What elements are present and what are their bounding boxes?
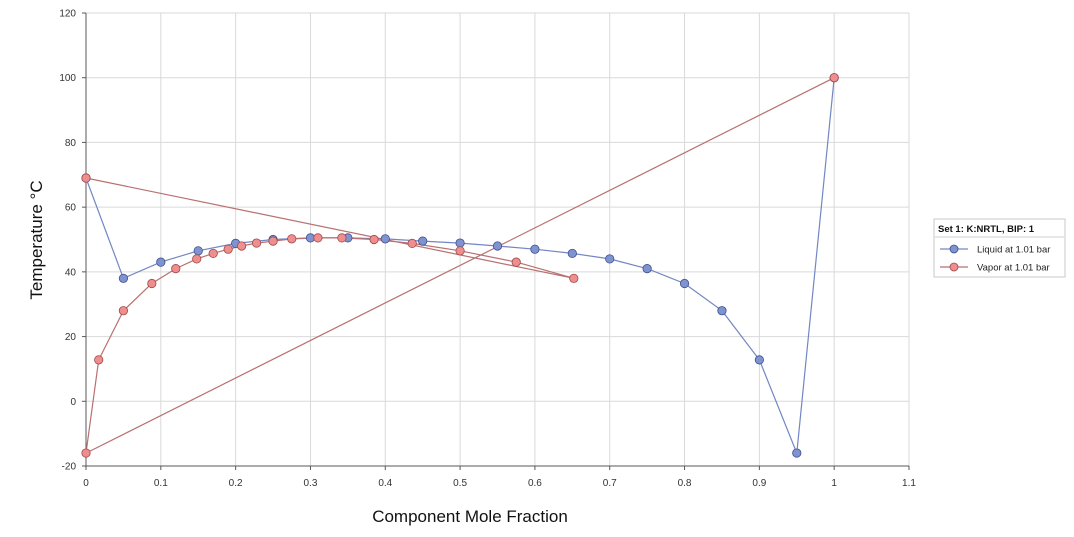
vapor-data-point [287, 234, 297, 244]
vapor-data-point [223, 244, 233, 254]
liquid-data-point [156, 257, 166, 267]
x-tick-label: 0.5 [453, 478, 467, 489]
vapor-data-point [829, 73, 839, 83]
vapor-data-point [208, 248, 218, 259]
x-tick-label: 0.3 [304, 478, 318, 489]
liquid-data-point [418, 236, 428, 246]
axes: 0 0.1 0.2 0.3 0.4 0.5 0.6 0.7 0.8 0.9 1 1.1 -20 0 20 40… [59, 9, 916, 490]
x-tick-label: 0 [83, 478, 89, 489]
vapor-data-point [455, 246, 465, 256]
legend-item-liquid-marker [949, 244, 959, 254]
y-tick-label: -20 [62, 462, 77, 473]
x-tick-label: 0.4 [378, 478, 392, 489]
liquid-data-point [717, 306, 727, 316]
vapor-data-point [511, 257, 521, 267]
x-tick-label: 0.2 [229, 478, 243, 489]
grid-lines [86, 12, 910, 467]
liquid-data-point [679, 278, 690, 289]
legend-title: Set 1: K:NRTL, BIP: 1 [938, 224, 1035, 235]
liquid-data-point [754, 355, 764, 365]
data-series [81, 73, 839, 458]
legend-item-liquid-label: Liquid at 1.01 bar [977, 245, 1050, 256]
x-tick-label: 0.8 [678, 478, 692, 489]
liquid-data-point [193, 246, 203, 256]
x-tick-label: 1 [831, 478, 837, 489]
liquid-data-point [642, 264, 652, 274]
vapor-data-point [118, 306, 129, 316]
y-tick-label: 120 [59, 9, 76, 20]
y-tick-label: 20 [65, 332, 77, 343]
legend[interactable]: Set 1: K:NRTL, BIP: 1 Liquid at 1.01 bar V… [933, 218, 1066, 278]
vapor-data-point [94, 355, 104, 365]
vapor-data-point [407, 238, 417, 248]
y-tick-label: 0 [70, 397, 76, 408]
liquid-data-point [792, 448, 802, 458]
liquid-data-point [492, 241, 503, 251]
liquid-data-point [118, 273, 129, 283]
y-tick-label: 40 [65, 267, 77, 278]
x-axis-title: Component Mole Fraction [372, 507, 568, 526]
y-axis-title: Temperature °C [27, 180, 46, 299]
liquid-data-point [380, 234, 390, 244]
vapor-data-point [268, 236, 278, 246]
vapor-data-point [81, 173, 91, 183]
y-tick-label: 60 [65, 203, 77, 214]
liquid-data-point [455, 238, 465, 248]
liquid-data-point [567, 248, 577, 259]
x-tick-label: 1.1 [902, 478, 916, 489]
legend-item-vapor-marker [949, 262, 959, 272]
vapor-data-point [147, 278, 157, 289]
vapor-data-point [569, 273, 579, 283]
vapor-data-point [313, 233, 323, 243]
y-tick-label: 80 [65, 138, 77, 149]
x-tick-label: 0.1 [154, 478, 168, 489]
vapor-data-point [251, 238, 262, 248]
vapor-data-point [171, 264, 181, 274]
legend-item-vapor-label: Vapor at 1.01 bar [977, 263, 1050, 274]
vapor-data-point [369, 234, 379, 245]
liquid-data-point [530, 244, 540, 254]
y-tick-label: 100 [59, 73, 76, 84]
x-tick-label: 0.6 [528, 478, 542, 489]
vapor-data-point [81, 448, 91, 458]
vapor-data-point [237, 241, 247, 251]
vapor-data-point [192, 254, 202, 264]
liquid-data-point [605, 254, 615, 264]
vapor-data-point [337, 233, 347, 243]
x-tick-label: 0.7 [603, 478, 617, 489]
x-tick-label: 0.9 [752, 478, 766, 489]
